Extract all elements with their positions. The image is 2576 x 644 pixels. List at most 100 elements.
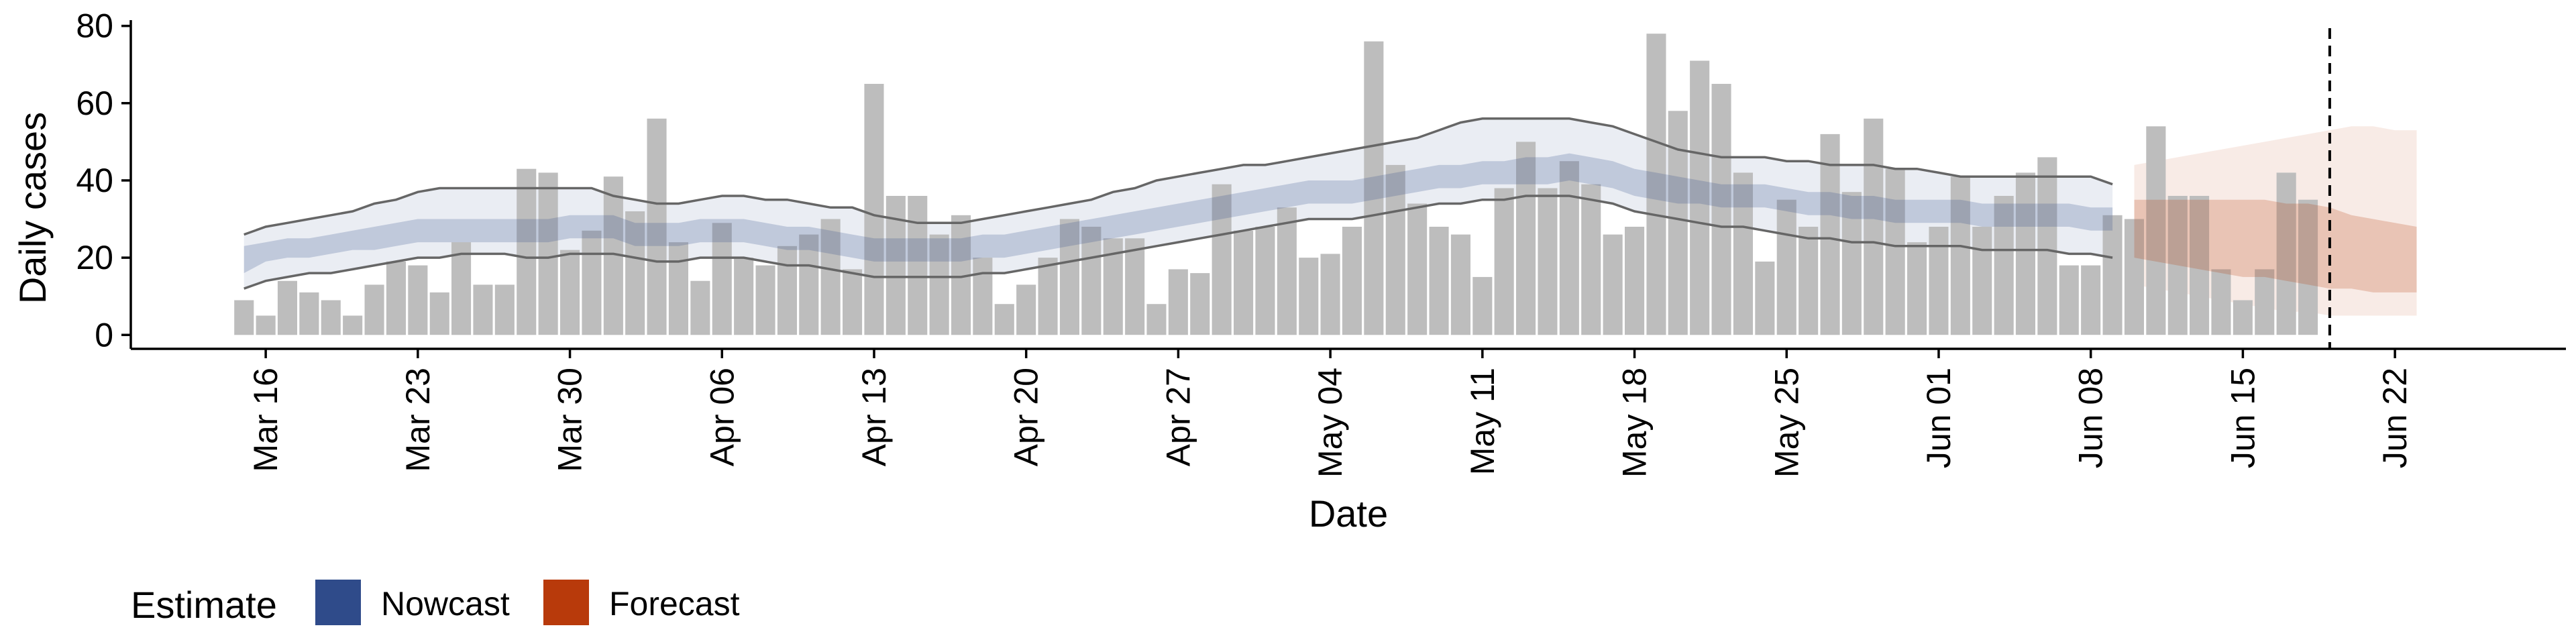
- axes: [129, 20, 2566, 350]
- legend-label-forecast: Forecast: [609, 585, 740, 623]
- case-bar: [1190, 273, 1210, 335]
- y-tick-label: 80: [76, 7, 113, 45]
- case-bar: [1168, 269, 1188, 335]
- case-bar: [473, 284, 493, 335]
- case-bar: [1146, 304, 1167, 335]
- case-bar: [625, 211, 645, 335]
- case-bar: [1799, 227, 1819, 335]
- legend-key-forecast: [543, 580, 589, 625]
- case-bar: [2015, 172, 2035, 335]
- case-bar: [1081, 227, 1102, 335]
- case-bar: [1733, 172, 1753, 335]
- case-bar: [560, 250, 580, 335]
- case-bar: [1538, 188, 1558, 335]
- case-bar: [1450, 234, 1470, 335]
- case-bar: [277, 280, 297, 335]
- nowcast-upper-bound-line: [244, 117, 2113, 236]
- case-bar: [1559, 161, 1579, 335]
- case-bar: [1342, 227, 1362, 335]
- case-bar: [2124, 219, 2144, 335]
- case-bar: [1016, 284, 1036, 335]
- outer-bound-lines: [244, 117, 2113, 290]
- case-bar: [864, 84, 884, 335]
- case-bar: [1472, 276, 1493, 335]
- y-tick-label: 40: [76, 162, 113, 199]
- case-bar: [2059, 265, 2079, 335]
- case-bar: [1950, 176, 1970, 335]
- y-tick-label: 60: [76, 85, 113, 122]
- x-tick-label: Apr 13: [855, 368, 893, 466]
- case-bar: [1320, 254, 1340, 335]
- case-bar: [1972, 227, 1992, 335]
- case-bar: [1234, 230, 1254, 335]
- legend-title: Estimate: [131, 584, 277, 626]
- case-bar: [2146, 126, 2166, 335]
- case-bar: [712, 223, 732, 335]
- y-tick-label: 20: [76, 239, 113, 276]
- x-axis-title: Date: [1309, 492, 1388, 535]
- case-bar: [820, 219, 841, 335]
- x-tick-label: Mar 16: [247, 368, 284, 472]
- case-bar: [1690, 60, 1710, 335]
- case-bar: [1929, 227, 1949, 335]
- y-axis-ticks: 0 20 40 60 80: [76, 7, 131, 354]
- case-bar: [1994, 196, 2014, 335]
- case-bar: [2190, 196, 2210, 335]
- case-bar: [1516, 142, 1536, 335]
- case-bar: [1625, 227, 1645, 335]
- x-tick-label: May 25: [1768, 368, 1805, 478]
- case-bar: [2255, 269, 2275, 335]
- case-bar: [1820, 133, 1840, 335]
- case-bar: [734, 258, 754, 335]
- case-bar: [994, 304, 1014, 335]
- x-tick-label: May 18: [1616, 368, 1654, 478]
- x-tick-label: Jun 15: [2224, 368, 2261, 468]
- case-bar: [1125, 238, 1145, 335]
- case-bar: [451, 242, 472, 335]
- case-bar: [1429, 227, 1449, 335]
- case-bar: [386, 261, 406, 335]
- case-bar: [256, 315, 276, 335]
- case-bar: [1299, 258, 1319, 335]
- legend-label-nowcast: Nowcast: [381, 585, 510, 623]
- case-bar: [1603, 234, 1623, 335]
- case-bar: [668, 242, 688, 335]
- legend: Estimate Nowcast Forecast: [131, 580, 740, 626]
- x-tick-label: May 04: [1311, 368, 1349, 478]
- case-bar: [799, 234, 819, 335]
- case-bar: [929, 234, 949, 335]
- case-bar: [2276, 172, 2296, 335]
- case-bar: [908, 196, 928, 335]
- case-bar: [1212, 184, 1232, 335]
- case-bar: [1841, 192, 1862, 335]
- forecast-inner-band: [2134, 199, 2417, 292]
- x-axis-ticks: Mar 16 Mar 23 Mar 30 Apr 06 Apr 13 Apr 20 Apr …: [247, 349, 2414, 478]
- case-bar: [2102, 215, 2123, 335]
- case-bar: [2037, 157, 2057, 335]
- case-bar: [1755, 261, 1775, 335]
- x-tick-label: Jun 22: [2376, 368, 2414, 468]
- case-bar: [755, 265, 775, 335]
- case-bar: [1059, 219, 1079, 335]
- nowcast-inner-band: [244, 153, 2113, 274]
- case-bar: [1255, 227, 1275, 335]
- x-tick-label: Apr 27: [1159, 368, 1197, 466]
- case-bar: [429, 292, 449, 335]
- case-bar: [647, 118, 667, 335]
- case-bar: [364, 284, 384, 335]
- estimate-bands-inner: [244, 153, 2417, 292]
- case-bar: [299, 292, 319, 335]
- case-bar: [1038, 258, 1058, 335]
- case-bar: [321, 300, 341, 335]
- x-tick-label: Apr 20: [1008, 368, 1045, 466]
- case-bar: [973, 258, 993, 335]
- case-bar: [234, 300, 254, 335]
- case-bar: [1907, 242, 1927, 335]
- case-bar: [1776, 199, 1796, 335]
- case-bar: [1494, 188, 1514, 335]
- case-bar: [1646, 34, 1666, 335]
- x-tick-label: Jun 01: [1920, 368, 1957, 468]
- case-bar: [1864, 118, 1884, 335]
- x-tick-label: Mar 23: [399, 368, 437, 472]
- case-bar: [777, 246, 797, 335]
